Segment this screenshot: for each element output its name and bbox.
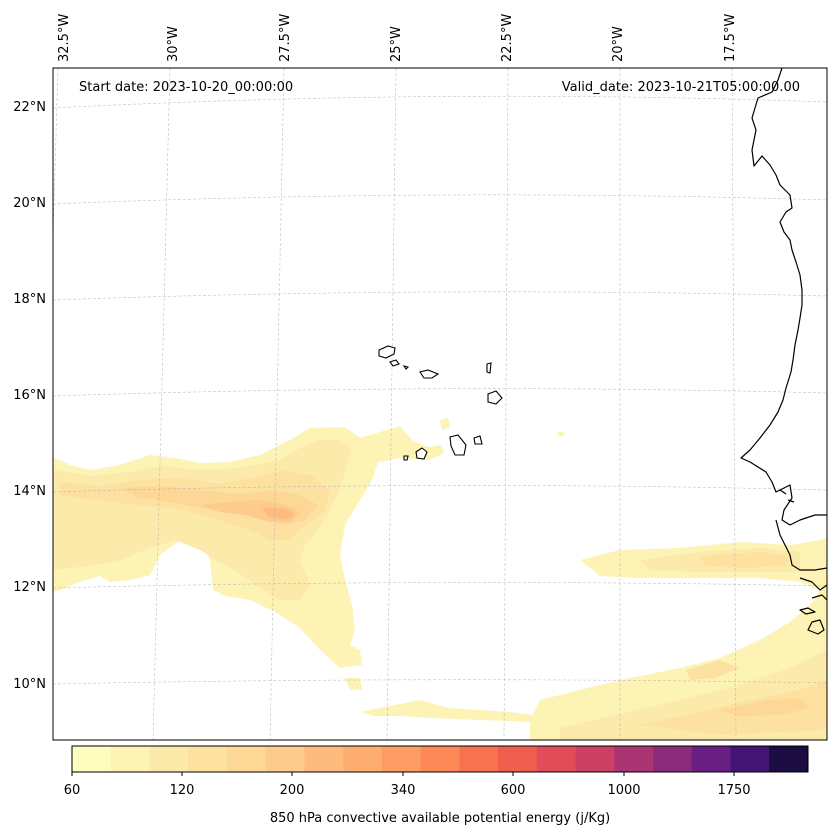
colorbar-tick-label: 1000 — [607, 783, 640, 798]
colorbar-tick-label: 200 — [280, 783, 305, 798]
lon-label: 27.5°W — [278, 14, 293, 62]
colorbar-swatch — [420, 746, 460, 772]
colorbar-swatch — [653, 746, 693, 772]
latitude-labels: 22°N 20°N 18°N 16°N 14°N 12°N 10°N — [13, 100, 46, 692]
africa-coastline — [740, 68, 827, 526]
colorbar-tick-label: 60 — [64, 783, 81, 798]
colorbar-swatch — [536, 746, 577, 772]
lat-label: 22°N — [13, 100, 46, 115]
colorbar-swatch — [575, 746, 615, 772]
lon-label: 25°W — [389, 26, 404, 62]
colorbar-swatch — [265, 746, 305, 772]
lon-label: 17.5°W — [723, 14, 738, 62]
colorbar-frame — [71, 745, 809, 773]
lon-label: 20°W — [611, 26, 626, 62]
cape-verde-islands — [378, 345, 503, 461]
lon-label: 32.5°W — [57, 14, 72, 62]
colorbar-tick-label: 1750 — [717, 783, 750, 798]
colorbar-swatch — [72, 746, 112, 772]
colorbar-tick-label: 120 — [170, 783, 195, 798]
colorbar-swatch — [381, 746, 422, 772]
colorbar-ticks — [71, 772, 735, 776]
lat-label: 18°N — [13, 292, 46, 307]
colorbar-swatch — [459, 746, 499, 772]
lat-label: 14°N — [13, 484, 46, 499]
colorbar-swatch — [343, 746, 383, 772]
colorbar-swatch — [769, 746, 809, 772]
map-frame — [52, 67, 828, 741]
valid-date-label: Valid_date: 2023-10-21T05:00:00.00 — [562, 80, 800, 95]
colorbar-swatch — [614, 746, 654, 772]
map-area — [53, 68, 827, 740]
lat-label: 20°N — [13, 196, 46, 211]
colorbar-label: 850 hPa convective available potential e… — [270, 811, 610, 826]
colorbar-swatch — [226, 746, 267, 772]
colorbar-swatch — [691, 746, 732, 772]
colorbar-swatch — [110, 746, 150, 772]
colorbar-swatch — [304, 746, 344, 772]
colorbar-swatches — [72, 746, 809, 772]
colorbar-swatch — [730, 746, 770, 772]
longitude-labels: 32.5°W 30°W 27.5°W 25°W 22.5°W 20°W 17.5… — [57, 14, 738, 62]
lon-label: 22.5°W — [500, 14, 515, 62]
colorbar-tick-label: 340 — [391, 783, 416, 798]
lon-label: 30°W — [166, 26, 181, 62]
colorbar: 60 120 200 340 600 1000 1750 850 hPa con… — [64, 745, 809, 826]
colorbar-swatch — [498, 746, 538, 772]
start-date-label: Start date: 2023-10-20_00:00:00 — [79, 80, 293, 95]
lat-label: 16°N — [13, 388, 46, 403]
lat-label: 10°N — [13, 677, 46, 692]
colorbar-tick-label: 600 — [501, 783, 526, 798]
colorbar-swatch — [188, 746, 228, 772]
cape-field — [53, 418, 827, 740]
lat-label: 12°N — [13, 580, 46, 595]
colorbar-swatch — [149, 746, 189, 772]
graticule — [53, 68, 827, 740]
